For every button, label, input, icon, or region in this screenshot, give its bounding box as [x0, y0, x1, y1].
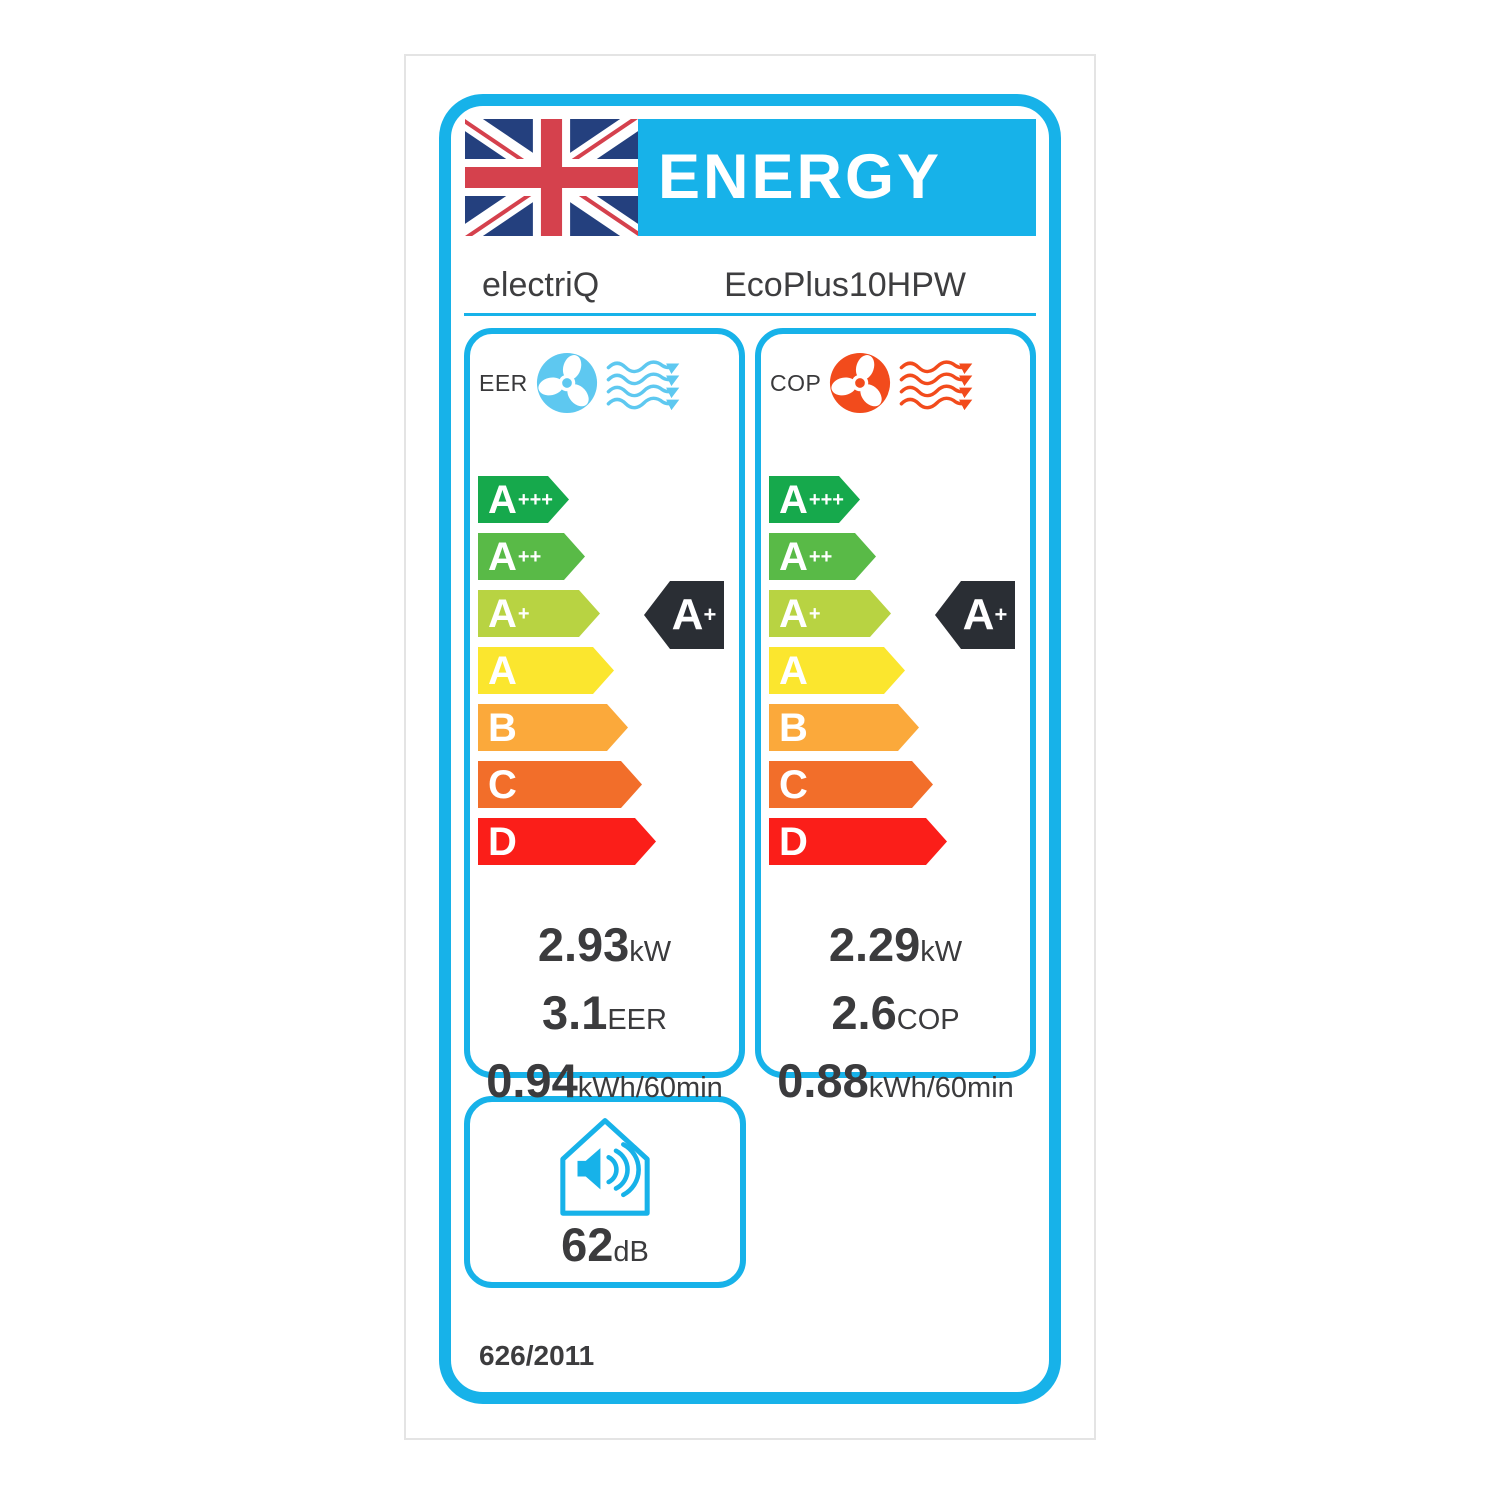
product-image-card: ENERGY electriQ EcoPlus10HPW EER [404, 54, 1096, 1440]
cop-label: COP [770, 369, 822, 396]
grade-bar-a3: A +++ [769, 476, 860, 523]
grade-bar-c: C [769, 761, 933, 808]
model-name: EcoPlus10HPW [724, 266, 966, 304]
grade-bar-a: A [769, 647, 905, 694]
cop-fan-row: COP [761, 348, 1030, 418]
cop-values: 2.29kW 2.6COP 0.88kWh/60min [777, 918, 1014, 1107]
grade-bar-a3: A +++ [478, 476, 569, 523]
energy-label: ENERGY electriQ EcoPlus10HPW EER [439, 94, 1061, 1404]
grade-bar-a1: A + [478, 590, 600, 637]
sound-value: 62dB [561, 1218, 649, 1271]
sound-row: 62dB [464, 1096, 1036, 1288]
sound-level-number: 62 [561, 1218, 614, 1271]
house-sound-icon [560, 1118, 650, 1216]
heating-cop-panel: COP [755, 328, 1036, 1107]
cop-capacity-value: 2.29 [828, 918, 921, 971]
cooling-eer-panel: EER [464, 328, 745, 1107]
label-header: ENERGY [465, 119, 1036, 236]
eer-fan-row: EER [470, 348, 739, 418]
grade-bar-a1: A + [769, 590, 891, 637]
grade-bar-d: D [478, 818, 656, 865]
grade-bar-a2: A ++ [769, 533, 876, 580]
grade-bar-a2: A ++ [478, 533, 585, 580]
energy-title: ENERGY [658, 142, 943, 212]
cop-consumption-value: 0.88 [777, 1054, 869, 1107]
grade-bar-b: B [769, 704, 919, 751]
heating-fan-icon [830, 352, 891, 414]
eer-capacity-value: 2.93 [537, 918, 630, 971]
sound-panel: 62dB [464, 1096, 746, 1288]
brand-row: electriQ EcoPlus10HPW [464, 266, 1036, 305]
eer-values: 2.93kW 3.1EER 0.94kWh/60min [486, 918, 723, 1107]
eer-consumption-value: 0.94 [486, 1054, 578, 1107]
eer-label: EER [479, 369, 528, 396]
cop-ratio-value: 2.6 [831, 986, 897, 1039]
cool-airflow-waves-icon [606, 360, 680, 410]
brand-name: electriQ [482, 266, 600, 304]
eer-grade-ladder: A +++ A ++ A + A B C D [478, 476, 739, 865]
divider-line [464, 313, 1036, 316]
cop-grade-ladder: A +++ A ++ A + A B C D [769, 476, 1030, 865]
grade-bar-a: A [478, 647, 614, 694]
grade-bar-d: D [769, 818, 947, 865]
union-jack-flag-icon [465, 119, 638, 236]
energy-banner: ENERGY [638, 119, 1036, 236]
grade-bar-b: B [478, 704, 628, 751]
rating-panels: EER [464, 328, 1036, 1107]
eer-ratio-value: 3.1 [542, 986, 608, 1039]
grade-bar-c: C [478, 761, 642, 808]
cooling-fan-icon [536, 352, 597, 414]
heat-airflow-waves-icon [900, 360, 973, 410]
regulation-reference: 626/2011 [479, 1340, 595, 1371]
